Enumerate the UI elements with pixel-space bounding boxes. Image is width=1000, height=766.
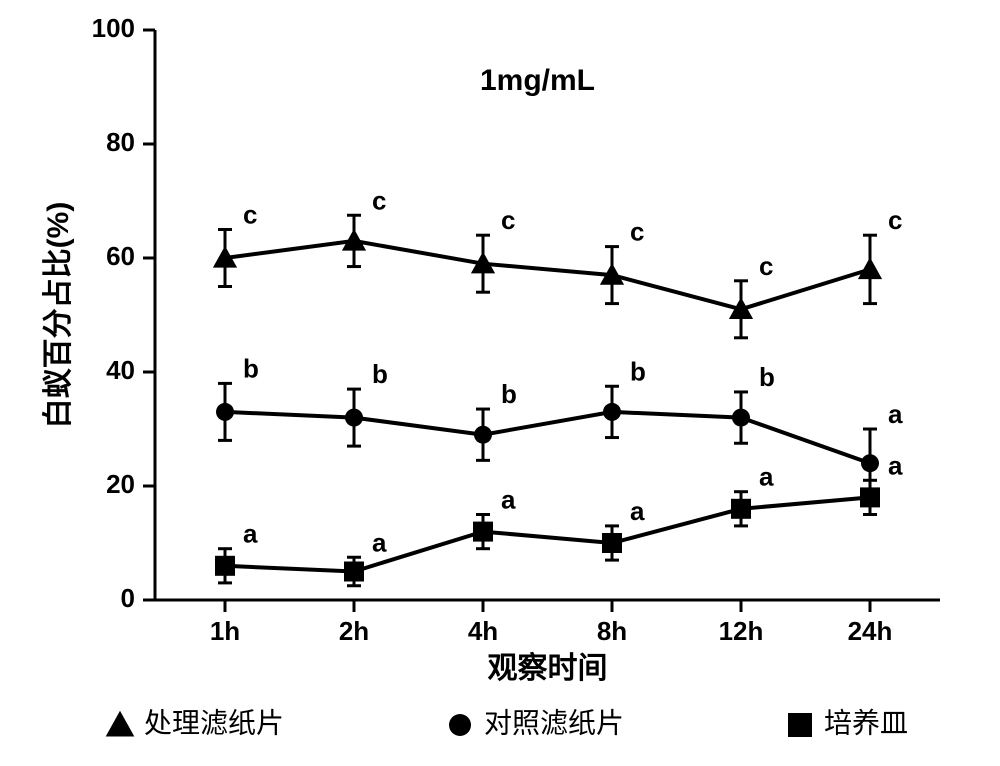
svg-text:80: 80: [106, 127, 135, 157]
svg-text:对照滤纸片: 对照滤纸片: [484, 707, 624, 738]
legend-dish: [788, 713, 812, 737]
svg-text:b: b: [501, 379, 517, 409]
svg-text:a: a: [759, 462, 774, 492]
chart-container: 0 20 40 60 80 100 1h 2h 4h 8h 12h 24h 观察时间 白蚁百分占比(%) 1…: [0, 0, 1000, 766]
svg-text:b: b: [243, 353, 259, 383]
svg-text:a: a: [888, 399, 903, 429]
svg-text:a: a: [243, 519, 258, 549]
svg-text:8h: 8h: [597, 616, 627, 646]
svg-text:a: a: [888, 450, 903, 480]
svg-text:b: b: [372, 359, 388, 389]
svg-text:12h: 12h: [719, 616, 764, 646]
series-control: [216, 383, 879, 497]
svg-text:c: c: [630, 217, 644, 247]
svg-text:b: b: [759, 362, 775, 392]
series-dish: [215, 480, 880, 585]
svg-text:a: a: [630, 496, 645, 526]
svg-text:处理滤纸片: 处理滤纸片: [144, 707, 284, 738]
chart-svg: 0 20 40 60 80 100 1h 2h 4h 8h 12h 24h 观察时间 白蚁百分占比(%) 1…: [0, 0, 1000, 766]
legend-treated: [106, 711, 135, 737]
svg-text:c: c: [372, 185, 386, 215]
svg-text:24h: 24h: [848, 616, 893, 646]
svg-text:1mg/mL: 1mg/mL: [480, 64, 595, 97]
svg-text:c: c: [501, 205, 515, 235]
svg-text:白蚁百分占比(%): 白蚁百分占比(%): [42, 202, 75, 429]
svg-text:60: 60: [106, 241, 135, 271]
svg-text:1h: 1h: [210, 616, 240, 646]
svg-text:a: a: [501, 485, 516, 515]
svg-text:培养皿: 培养皿: [824, 707, 908, 738]
svg-text:观察时间: 观察时间: [488, 651, 608, 685]
svg-text:100: 100: [92, 13, 135, 43]
svg-text:40: 40: [106, 355, 135, 385]
svg-text:20: 20: [106, 469, 135, 499]
legend-control: [449, 714, 471, 736]
svg-text:b: b: [630, 356, 646, 386]
svg-text:c: c: [888, 205, 902, 235]
svg-text:c: c: [243, 200, 257, 230]
svg-text:0: 0: [121, 583, 135, 613]
svg-text:4h: 4h: [468, 616, 498, 646]
series-treated: [213, 215, 882, 338]
svg-text:a: a: [372, 527, 387, 557]
svg-text:c: c: [759, 251, 773, 281]
svg-text:2h: 2h: [339, 616, 369, 646]
